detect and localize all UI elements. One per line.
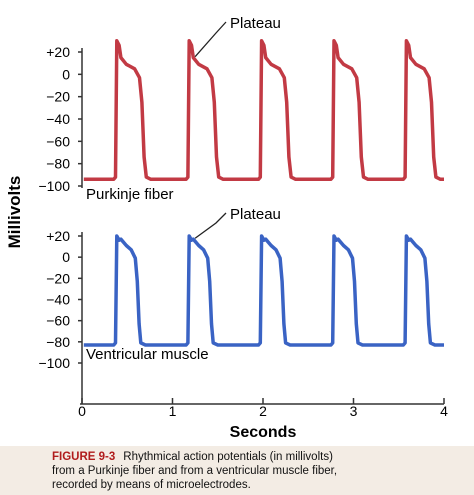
y-tick-label: −100 <box>38 355 70 371</box>
series-label: Purkinje fiber <box>86 186 174 203</box>
plateau-pointer <box>194 21 227 58</box>
series-line-purkinje <box>83 39 444 182</box>
y-tick-label: −40 <box>46 111 70 127</box>
series-line-ventricular <box>83 234 444 347</box>
y-tick-label: −100 <box>38 178 70 194</box>
y-axis-label: Millivolts <box>5 176 24 249</box>
y-tick-label: +20 <box>46 44 70 60</box>
plateau-annotation: Plateau <box>230 206 281 223</box>
y-tick-label: −20 <box>46 270 70 286</box>
y-tick-label: 0 <box>62 66 70 82</box>
series-label: Ventricular muscle <box>86 346 209 363</box>
x-axis-label: Seconds <box>230 424 297 440</box>
y-tick-label: −60 <box>46 133 70 149</box>
y-tick-label: −80 <box>46 334 70 350</box>
y-tick-label: −60 <box>46 313 70 329</box>
y-tick-label: −20 <box>46 89 70 105</box>
x-tick-label: 2 <box>259 403 267 419</box>
y-tick-label: 0 <box>62 249 70 265</box>
y-tick-label: −80 <box>46 156 70 172</box>
action-potential-figure: +20 0 −20 −40 −60 −80 −100 Purkinje fiber Platea… <box>5 15 448 440</box>
y-tick-label: +20 <box>46 228 70 244</box>
x-tick-label: 3 <box>350 403 358 419</box>
caption-text: Rhythmical action potentials (in millivo… <box>52 451 338 491</box>
x-axis: 0 1 2 3 4 Seconds <box>78 398 448 440</box>
x-tick-label: 1 <box>169 403 177 419</box>
figure-caption: FIGURE 9-3 Rhythmical action potentials (… <box>52 450 352 492</box>
caption-label: FIGURE 9-3 <box>52 451 116 463</box>
plateau-pointer <box>194 212 227 239</box>
y-tick-label: −40 <box>46 292 70 308</box>
x-tick-label: 0 <box>78 403 86 419</box>
x-tick-label: 4 <box>440 403 448 419</box>
caption-box: FIGURE 9-3 Rhythmical action potentials (… <box>0 446 474 495</box>
ventricular-panel: +20 0 −20 −40 −60 −80 −100 Ventricular muscle Pl… <box>38 206 444 404</box>
plateau-annotation: Plateau <box>230 15 281 32</box>
purkinje-panel: +20 0 −20 −40 −60 −80 −100 Purkinje fiber Platea… <box>38 15 444 203</box>
